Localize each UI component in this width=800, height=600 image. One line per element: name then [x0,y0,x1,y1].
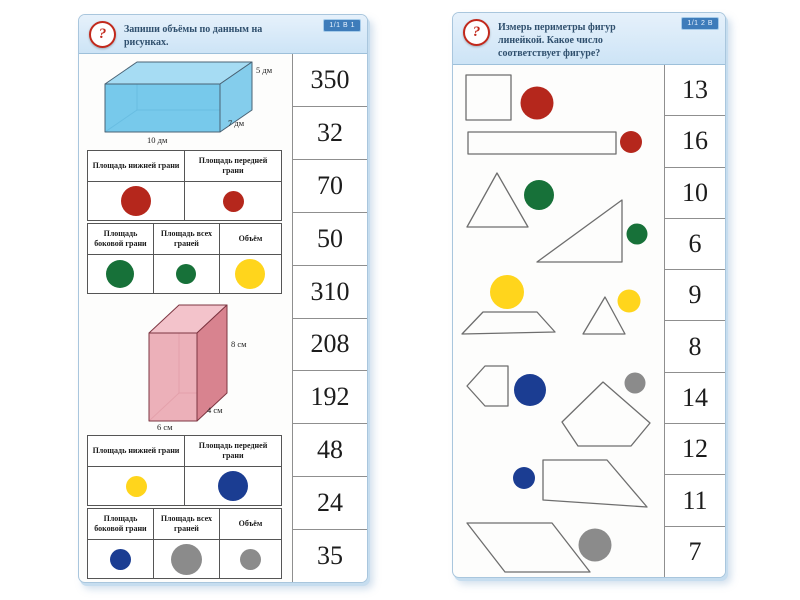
red-dot [222,190,244,212]
answer-cell: 192 [293,371,367,425]
red-dot [121,186,151,216]
card-header: ? Измерь периметры фигур линейкой. Какое… [453,13,725,65]
cuboid-drawing-pink [148,304,228,422]
blue-dot [514,374,546,406]
card-code-badge[interactable]: 1/1 2 В [681,17,719,30]
dimension-label-width: 10 дм [147,135,168,145]
parallelogram-shape [466,522,591,573]
yellow-dot [235,259,266,289]
answer-cell: 24 [293,477,367,531]
answer-cell: 35 [293,530,367,582]
blue-dot [109,548,131,570]
answer-cell: 10 [665,167,725,219]
answer-cell: 70 [293,159,367,213]
green-dot [176,264,197,284]
quadrilateral-shape [542,459,648,508]
card-content: 5 дм 7 дм 10 дм Площадь нижней грани Пло… [79,54,292,582]
answer-cell: 208 [293,318,367,372]
answer-number-column: 350 32 70 50 310 208 192 48 24 35 [292,54,367,582]
face-area-table-1: Площадь нижней грани Площадь передней гр… [87,150,282,221]
red-dot [620,131,642,153]
header-all-faces: Площадь всех граней [152,508,220,540]
header-bottom-face: Площадь нижней грани [87,435,185,467]
header-side-face: Площадь боковой грани [87,223,154,255]
blue-dot [513,467,535,489]
blue-dot [218,471,248,501]
yellow-dot [617,289,641,313]
answer-cell: 48 [293,424,367,478]
answer-dot-cell [152,539,220,579]
rectangle-shape [467,131,617,155]
header-all-faces: Площадь всех граней [152,223,220,255]
face-area-table-4: Площадь боковой грани Площадь всех гране… [87,508,283,579]
header-volume: Объём [218,223,283,255]
answer-cell: 32 [293,106,367,160]
card-title: Запиши объёмы по данным на рисунках. [124,24,263,48]
answer-dot-cell [87,539,154,579]
question-mark-icon: ? [463,19,490,46]
header-front-face: Площадь передней грани [184,150,282,182]
card-title: Измерь периметры фигур линейкой. Какое ч… [498,22,616,59]
right-triangle-shape [536,199,623,263]
question-mark-icon: ? [89,21,116,48]
dimension-label-height: 8 см [231,339,247,349]
yellow-dot [125,475,147,497]
card-code-badge[interactable]: 1/1 В 1 [323,19,361,32]
dimension-label-width: 6 см [157,422,173,432]
figures-canvas [461,74,651,573]
card-content [453,65,664,577]
dimension-label-depth: 7 дм [228,118,245,128]
gray-dot [578,528,612,562]
answer-dot-cell [184,181,282,221]
answer-cell: 350 [293,54,367,107]
answer-number-column: 13 16 10 6 9 8 14 12 11 7 [664,65,725,577]
answer-cell: 12 [665,424,725,476]
dimension-label-depth: 4 см [207,405,223,415]
header-side-face: Площадь боковой грани [87,508,154,540]
face-area-table-2: Площадь боковой грани Площадь всех гране… [87,223,283,294]
answer-dot-cell [218,254,283,294]
dimension-label-height: 5 дм [256,65,273,75]
cuboid-drawing-blue [104,61,253,133]
answer-cell: 16 [665,116,725,168]
answer-cell: 50 [293,212,367,266]
card-header: ? Запиши объёмы по данным на рисунках. 1… [79,15,367,54]
answer-cell: 13 [665,65,725,117]
face-area-table-3: Площадь нижней грани Площадь передней гр… [87,435,282,506]
answer-dot-cell [184,466,282,506]
worksheet-card-volumes: ? Запиши объёмы по данным на рисунках. 1… [78,14,368,583]
header-bottom-face: Площадь нижней грани [87,150,185,182]
worksheet-card-perimeters: ? Измерь периметры фигур линейкой. Какое… [452,12,726,578]
answer-dot-cell [87,466,185,506]
answer-dot-cell [218,539,283,579]
square-shape [465,74,512,121]
answer-cell: 7 [665,526,725,577]
gray-dot [170,543,202,575]
trapezoid-shape [461,311,556,335]
answer-cell: 11 [665,475,725,527]
header-front-face: Площадь передней грани [184,435,282,467]
small-triangle-shape [582,296,626,335]
green-dot [626,223,648,245]
green-dot [106,260,135,288]
yellow-dot [490,275,524,309]
gray-dot [239,548,261,570]
answer-cell: 6 [665,218,725,271]
rotated-pentagon-shape [561,381,651,447]
triangle-shape [466,172,529,228]
answer-dot-cell [152,254,220,294]
answer-cell: 14 [665,372,725,425]
answer-dot-cell [87,254,154,294]
pink-box-figure: 8 см 4 см 6 см [87,301,285,433]
answer-cell: 310 [293,265,367,319]
answer-cell: 9 [665,270,725,322]
gray-dot [624,372,646,394]
pentagon-left-shape [466,365,509,407]
answer-cell: 8 [665,321,725,373]
header-volume: Объём [218,508,283,540]
blue-box-figure: 5 дм 7 дм 10 дм [87,58,285,148]
answer-dot-cell [87,181,185,221]
red-dot [520,86,554,120]
green-dot [524,180,554,210]
